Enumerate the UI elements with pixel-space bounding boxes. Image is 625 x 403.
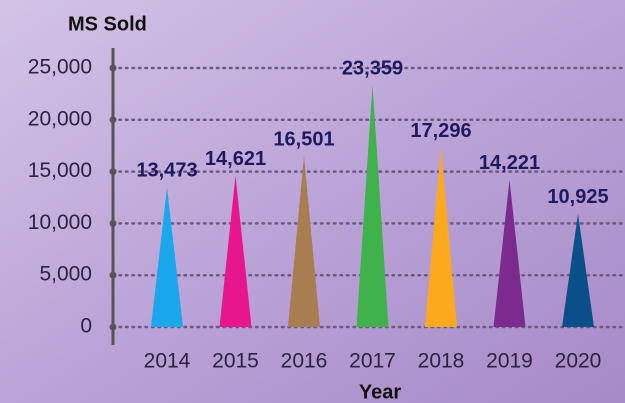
tick-mark	[109, 323, 117, 331]
tick-mark	[109, 116, 117, 124]
x-axis-title: Year	[359, 381, 401, 403]
bar	[562, 213, 594, 327]
value-label: 14,221	[479, 152, 540, 174]
x-tick-label: 2017	[349, 350, 396, 373]
tick-mark	[109, 271, 117, 279]
value-label: 23,359	[342, 57, 403, 79]
y-tick-label: 25,000	[28, 56, 92, 79]
y-tick-label: 10,000	[28, 211, 92, 234]
value-label: 13,473	[136, 160, 197, 182]
tick-mark	[109, 168, 117, 176]
bar	[356, 85, 389, 327]
x-tick-label: 2016	[281, 350, 328, 373]
bar	[151, 187, 183, 327]
y-tick-label: 5,000	[39, 263, 92, 286]
tick-mark	[109, 219, 117, 227]
tick-mark	[109, 64, 117, 72]
y-tick-label: 0	[80, 315, 92, 338]
value-label: 17,296	[410, 120, 471, 142]
bar	[493, 179, 526, 327]
value-label: 16,501	[273, 128, 334, 150]
value-label: 10,925	[547, 186, 608, 208]
bar	[219, 175, 252, 327]
bar	[288, 156, 320, 327]
x-tick-label: 2014	[144, 350, 191, 373]
y-tick-label: 15,000	[28, 159, 92, 182]
bar	[425, 147, 457, 327]
y-tick-label: 20,000	[28, 107, 92, 130]
x-tick-label: 2020	[555, 350, 602, 373]
chart-title: MS Sold	[68, 13, 147, 35]
x-tick-label: 2015	[212, 350, 259, 373]
value-label: 14,621	[205, 148, 266, 170]
x-tick-label: 2018	[418, 350, 465, 373]
x-tick-label: 2019	[486, 350, 533, 373]
